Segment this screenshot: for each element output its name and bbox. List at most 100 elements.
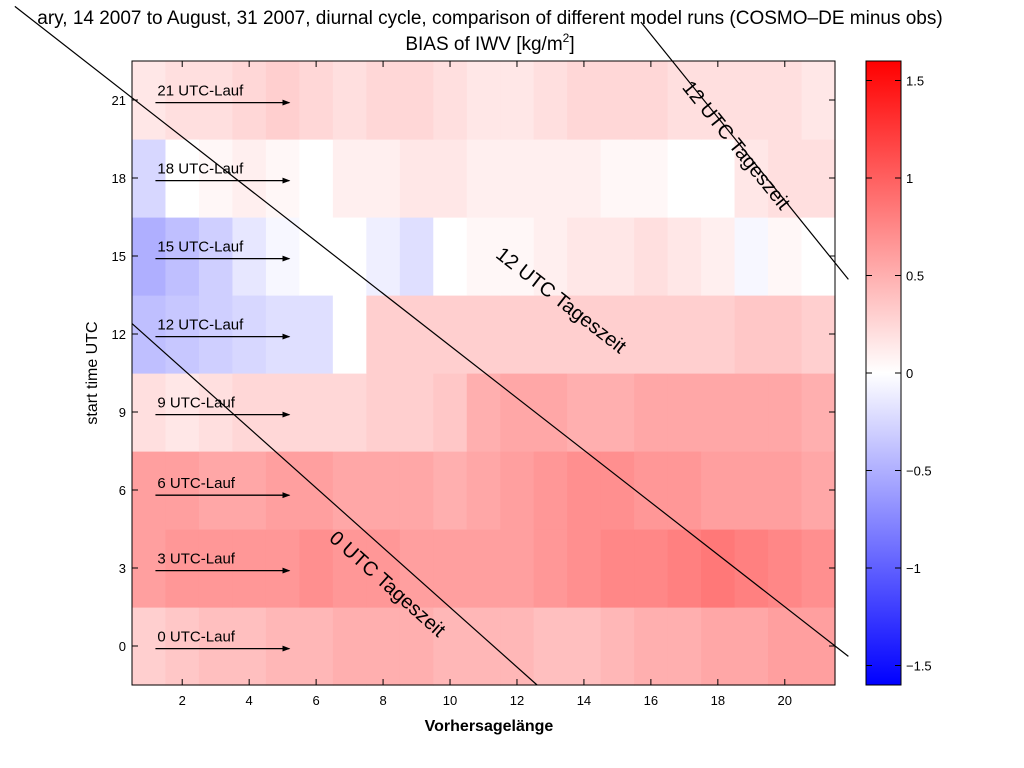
heatmap-cell-r0-c10 [466,607,501,686]
heatmap-cell-r3-c10 [466,373,501,452]
heatmap-cell-r5-c5 [299,217,334,296]
heatmap-cell-r7-c2 [198,61,234,140]
diagonal-lines [14,5,849,686]
heatmap-cell-r6-c13 [567,139,602,218]
heatmap-cells [132,61,836,686]
heatmap-cell-r2-c10 [466,451,501,530]
subtitle-sup: 2 [563,31,570,45]
heatmap-cell-r4-c1 [165,295,200,374]
heatmap-cell-r2-c7 [366,451,401,530]
heatmap-cell-r5-c8 [399,217,434,296]
x-tick-label-2: 2 [179,693,186,708]
heatmap-cell-r5-c12 [533,217,568,296]
heatmap-cell-r7-c3 [232,61,267,140]
heatmap-cell-r6-c7 [366,139,401,218]
run-label-21: 21 UTC-Lauf [157,83,244,100]
heatmap-cell-r5-c19 [768,217,803,296]
heatmap-cell-r5-c3 [232,217,267,296]
heatmap-cell-r6-c9 [433,139,468,218]
colorbar-tick-label-3: 0 [906,366,913,381]
y-tick-label-12: 12 [112,327,126,342]
heatmap-cell-r3-c6 [332,373,367,452]
heatmap-cell-r0-c8 [399,607,434,686]
run-labels: 0 UTC-Lauf 3 UTC-Lauf 6 UTC-Lauf 9 UTC-Lauf… [157,83,244,646]
heatmap-cell-r7-c11 [500,61,535,140]
colorbar-tick-label-2: 0.5 [906,269,924,284]
y-tick-label-15: 15 [112,249,126,264]
heatmap-cell-r3-c15 [634,373,669,452]
heatmap-cell-r0-c11 [500,607,535,686]
heatmap-cell-r1-c9 [433,529,468,608]
heatmap-cell-r6-c5 [299,139,334,218]
heatmap-cell-r6-c10 [466,139,501,218]
x-tick-label-20: 20 [778,693,792,708]
heatmap-cell-r1-c2 [198,529,234,608]
x-axis-label: Vorhersagelänge [425,718,554,735]
heatmap-cell-r4-c7 [366,295,401,374]
heatmap-cell-r6-c16 [667,139,702,218]
run-arrows [155,99,291,652]
run-label-15: 15 UTC-Lauf [157,239,244,256]
heatmap-cell-r1-c6 [332,529,367,608]
y-tick-label-3: 3 [119,561,126,576]
heatmap-cell-r0-c1 [165,607,200,686]
heatmap-cell-r3-c12 [533,373,568,452]
heatmap-cell-r1-c4 [265,529,300,608]
y-tick-label-18: 18 [112,171,126,186]
heatmap-cell-r7-c5 [299,61,334,140]
colorbar-tick-label-1: 1 [906,171,913,186]
heatmap-cell-r0-c19 [768,607,803,686]
heatmap-cell-r0-c18 [734,607,769,686]
heatmap-cell-r3-c8 [399,373,434,452]
heatmap-cell-r2-c19 [768,451,803,530]
heatmap-cell-r6-c15 [634,139,669,218]
heatmap-cell-r7-c13 [567,61,602,140]
heatmap-cell-r5-c9 [433,217,468,296]
heatmap-cell-r2-c16 [667,451,702,530]
colorbar-tick-label-4: −0.5 [906,464,932,479]
y-axis-label: start time UTC [84,321,101,424]
heatmap-cell-r2-c15 [634,451,669,530]
colorbar-ticks: 1.5 1 0.5 0 −0.5 −1 −1.5 [866,74,932,674]
heatmap-cell-r2-c5 [299,451,334,530]
x-tick-label-16: 16 [644,693,658,708]
x-tick-label-18: 18 [711,693,725,708]
heatmap-cell-r5-c17 [701,217,736,296]
heatmap-cell-r2-c1 [165,451,200,530]
heatmap-cell-r2-c12 [533,451,568,530]
heatmap-cell-r3-c13 [567,373,602,452]
heatmap-cell-r1-c7 [366,529,401,608]
heatmap-cell-r1-c12 [533,529,568,608]
heatmap-cell-r6-c8 [399,139,434,218]
heatmap-cell-r3-c19 [768,373,803,452]
heatmap-cell-r7-c14 [600,61,635,140]
heatmap-cell-r1-c18 [734,529,769,608]
heatmap-cell-r7-c8 [399,61,434,140]
colorbar-tick-label-0: 1.5 [906,74,924,89]
y-tick-label-21: 21 [112,93,126,108]
x-tick-label-12: 12 [510,693,524,708]
heatmap-cell-r4-c16 [667,295,702,374]
heatmap-cell-r3-c11 [500,373,535,452]
x-tick-label-8: 8 [379,693,386,708]
heatmap-cell-r5-c15 [634,217,669,296]
heatmap-cell-r7-c17 [701,61,736,140]
heatmap-cell-r0-c4 [265,607,300,686]
heatmap-cell-r2-c3 [232,451,267,530]
heatmap-cell-r7-c7 [366,61,401,140]
heatmap-cell-r0-c7 [366,607,401,686]
heatmap-cell-r7-c16 [667,61,702,140]
heatmap-cell-r1-c19 [768,529,803,608]
heatmap-cell-r5-c4 [265,217,300,296]
heatmap-cell-r2-c17 [701,451,736,530]
heatmap-cell-r7-c19 [768,61,803,140]
heatmap-cell-r3-c5 [299,373,334,452]
heatmap-cell-r3-c2 [198,373,234,452]
heatmap-cell-r3-c7 [366,373,401,452]
heatmap-cell-r4-c18 [734,295,769,374]
heatmap-cell-r4-c5 [299,295,334,374]
heatmap-cell-r4-c2 [198,295,234,374]
heatmap-cell-r1-c15 [634,529,669,608]
heatmap-cell-r3-c4 [265,373,300,452]
